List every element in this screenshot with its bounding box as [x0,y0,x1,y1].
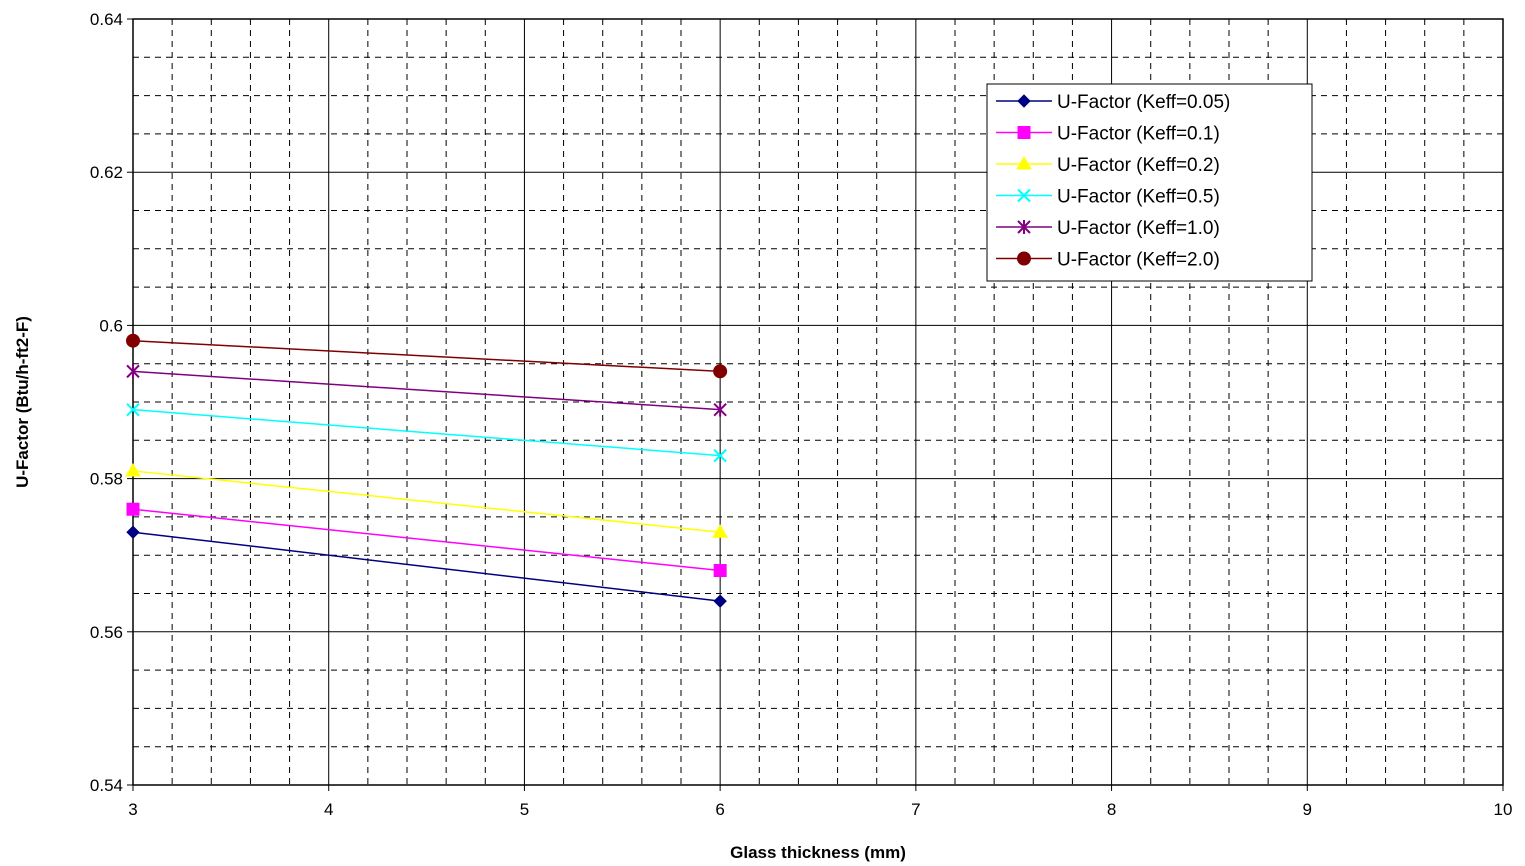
x-tick-label: 10 [1494,800,1513,819]
x-axis-label: Glass thickness (mm) [730,843,906,862]
legend-marker [1016,156,1032,170]
series-2 [126,502,727,578]
legend-label: U-Factor (Keff=1.0) [1057,218,1220,239]
y-tick-label: 0.64 [90,10,123,29]
data-point [713,364,728,379]
legend-label: U-Factor (Keff=0.2) [1057,155,1220,176]
series-3 [125,462,729,538]
legend: U-Factor (Keff=0.05) U-Factor (Keff=0.1) U… [986,83,1313,282]
data-point [126,364,140,379]
series-line [132,508,721,572]
data-point [125,462,141,477]
data-point [126,402,140,417]
legend-label: U-Factor (Keff=2.0) [1057,250,1220,271]
legend-marker [1017,251,1031,266]
x-tick-label: 8 [1107,800,1116,819]
series-1 [126,525,727,608]
series-line [132,370,721,411]
series-6 [126,333,728,379]
legend-item: U-Factor (Keff=0.1) [996,124,1220,145]
y-tick-label: 0.6 [99,316,123,335]
data-point [713,448,727,463]
plot-area [132,18,1504,786]
data-point [713,594,727,608]
legend-box [986,83,1313,282]
series-5 [126,364,727,417]
x-tick-label: 4 [324,800,333,819]
x-tick-label: 9 [1303,800,1312,819]
series-line [132,470,721,533]
y-axis: 0.54 0.56 0.58 0.6 0.62 0.64 [90,10,133,795]
data-point [712,524,729,538]
legend-item: U-Factor (Keff=0.2) [996,155,1220,176]
series-4 [126,402,727,463]
y-tick-label: 0.58 [90,470,123,489]
series-line [132,531,721,602]
series-line [132,339,721,373]
y-axis-label: U-Factor (Btu/h-ft2-F) [13,316,32,488]
legend-marker [1017,126,1031,139]
data-point [126,333,140,348]
data-point [126,525,140,539]
x-tick-label: 7 [911,800,920,819]
legend-label: U-Factor (Keff=0.05) [1057,92,1230,113]
series-line [132,408,721,457]
legend-item: U-Factor (Keff=0.5) [996,187,1220,208]
plot-border [132,18,1504,786]
legend-label: U-Factor (Keff=0.1) [1057,124,1220,145]
series-layer [125,333,729,608]
legend-item: U-Factor (Keff=2.0) [996,250,1220,271]
x-tick-label: 3 [128,800,137,819]
x-axis: 3 4 5 6 7 8 9 10 [128,785,1512,819]
data-point [713,564,727,578]
y-tick-label: 0.54 [90,776,123,795]
legend-label: U-Factor (Keff=0.5) [1057,187,1220,208]
legend-marker [1017,188,1031,203]
data-point [713,402,727,417]
legend-marker [1017,94,1031,108]
legend-item: U-Factor (Keff=0.05) [996,92,1230,113]
legend-item: U-Factor (Keff=1.0) [996,218,1220,239]
x-tick-label: 6 [715,800,724,819]
legend-marker [1017,220,1031,234]
data-point [126,502,140,516]
y-tick-label: 0.62 [90,163,123,182]
y-tick-label: 0.56 [90,623,123,642]
x-tick-label: 5 [520,800,529,819]
